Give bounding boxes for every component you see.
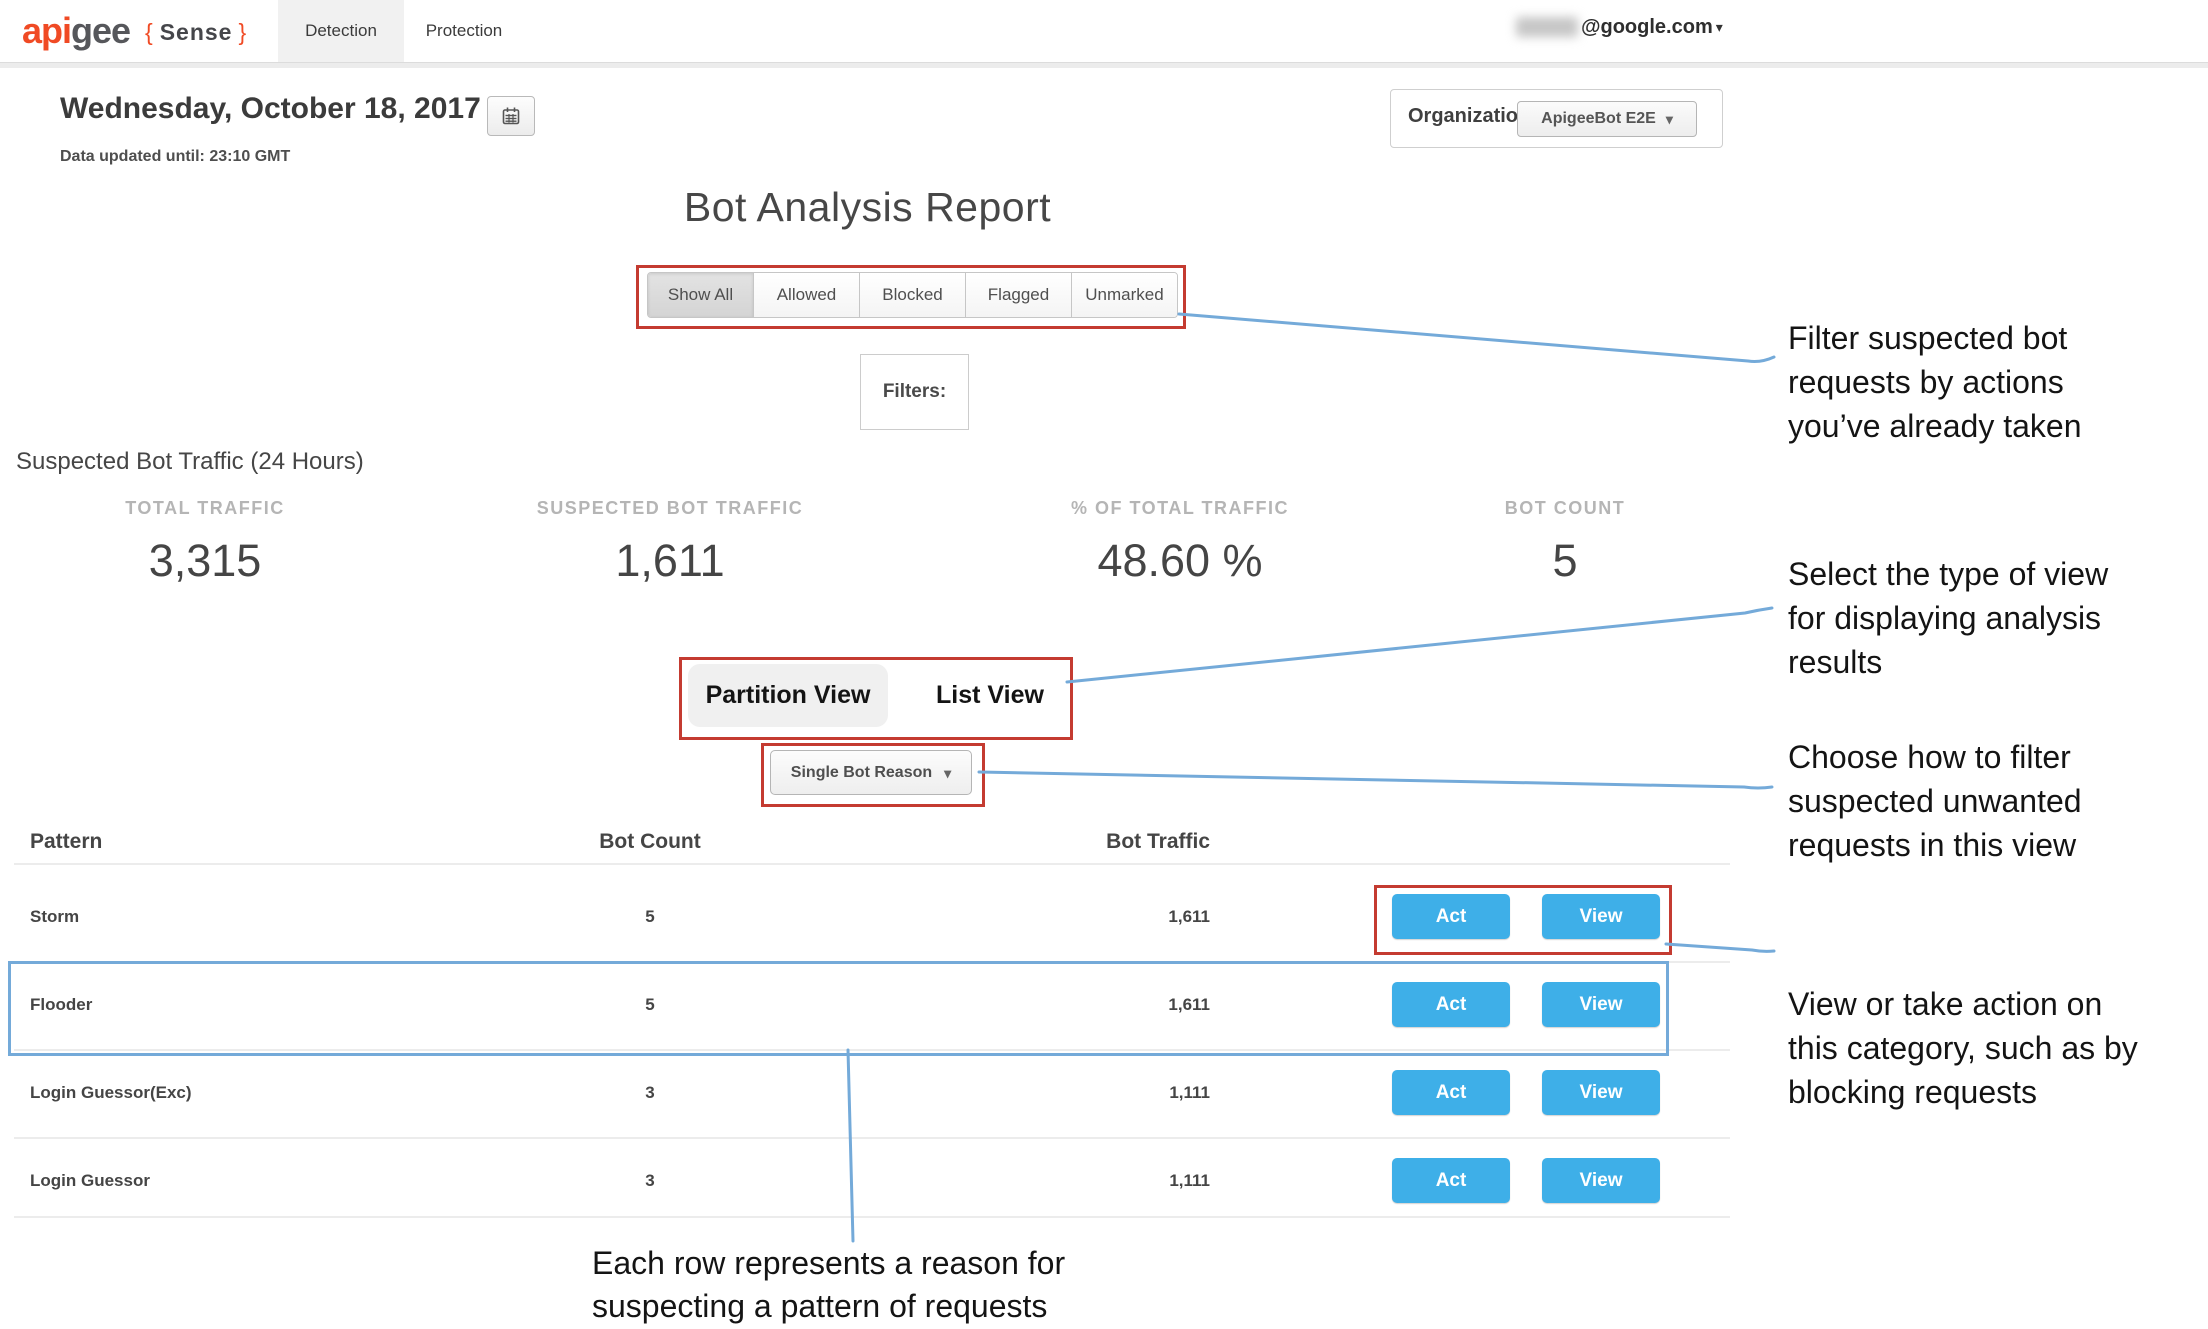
callout-act-view: View or take action on this category, su… xyxy=(1788,986,2138,1110)
organization-label: Organization xyxy=(1408,105,1531,127)
act-button[interactable]: Act xyxy=(1392,894,1510,939)
tab-protection-label: Protection xyxy=(425,21,503,40)
bot-reason-selected: Single Bot Reason xyxy=(790,763,933,781)
table-row-bot-count: 5 xyxy=(645,907,655,926)
act-button[interactable]: Act xyxy=(1392,1158,1510,1203)
brace-left: { xyxy=(145,19,154,45)
callout-row-reason: Each row represents a reason for suspect… xyxy=(592,1245,1066,1324)
data-updated-text: Data updated until: 23:10 GMT xyxy=(60,148,291,165)
table-row-bot-count: 5 xyxy=(645,995,655,1014)
account-email: @google.com xyxy=(1581,15,1713,38)
table-divider xyxy=(14,863,1730,865)
table-divider xyxy=(14,1216,1730,1218)
table-row-pattern: Login Guessor(Exc) xyxy=(30,1083,192,1102)
stat-percent-total-traffic: % OF TOTAL TRAFFIC 48.60 % xyxy=(980,498,1380,587)
product-name: Sense xyxy=(159,19,233,45)
sense-product-logo: {Sense} xyxy=(145,19,247,46)
stat-label: TOTAL TRAFFIC xyxy=(125,498,285,518)
view-button[interactable]: View xyxy=(1542,982,1660,1027)
stat-bot-count: BOT COUNT 5 xyxy=(1365,498,1765,587)
stat-label: % OF TOTAL TRAFFIC xyxy=(1071,498,1289,518)
caret-down-icon: ▾ xyxy=(944,764,952,781)
app-header: apigee {Sense} Detection Protection @goo… xyxy=(0,0,2208,62)
table-row-bot-traffic: 1,611 xyxy=(1168,907,1210,926)
list-view-toggle[interactable]: List View xyxy=(936,681,1044,709)
calendar-icon xyxy=(502,107,520,125)
stat-value: 5 xyxy=(1552,535,1578,586)
table-row-pattern: Flooder xyxy=(30,995,93,1014)
callout-reason-filter: Choose how to filter suspected unwanted … xyxy=(1788,739,2082,863)
filter-unmarked-button[interactable]: Unmarked xyxy=(1071,273,1177,317)
logo-gee: gee xyxy=(71,10,131,51)
callout-line-reason-dropdown xyxy=(977,770,1774,790)
stat-suspected-bot-traffic: SUSPECTED BOT TRAFFIC 1,611 xyxy=(470,498,870,587)
table-row-bot-traffic: 1,611 xyxy=(1168,995,1210,1014)
report-date: Wednesday, October 18, 2017 xyxy=(60,92,481,125)
column-header-bot-traffic: Bot Traffic xyxy=(1106,830,1210,853)
filter-blocked-button[interactable]: Blocked xyxy=(859,273,965,317)
tab-detection-label: Detection xyxy=(305,21,377,40)
tab-protection[interactable]: Protection xyxy=(404,0,524,62)
stat-value: 1,611 xyxy=(615,535,725,586)
page-title: Bot Analysis Report xyxy=(683,184,1052,230)
table-divider xyxy=(14,1137,1730,1139)
stat-value: 3,315 xyxy=(148,535,262,586)
organization-box: Organization ApigeeBot E2E ▾ xyxy=(1390,89,1723,148)
header-divider xyxy=(0,62,2208,68)
callout-line-view-toggle xyxy=(1065,606,1774,684)
bot-reason-dropdown[interactable]: Single Bot Reason ▾ xyxy=(770,750,972,795)
table-divider xyxy=(14,1049,1730,1051)
callout-view-type: Select the type of view for displaying a… xyxy=(1788,556,2109,680)
stat-label: SUSPECTED BOT TRAFFIC xyxy=(536,498,804,518)
view-button[interactable]: View xyxy=(1542,894,1660,939)
table-row-pattern: Storm xyxy=(30,907,80,926)
view-button[interactable]: View xyxy=(1542,1070,1660,1115)
caret-down-icon: ▾ xyxy=(1715,19,1723,35)
tab-detection[interactable]: Detection xyxy=(278,0,404,62)
table-row-bot-count: 3 xyxy=(645,1083,655,1102)
action-filter-group: Show All Allowed Blocked Flagged Unmarke… xyxy=(647,272,1178,318)
apigee-logo: apigee xyxy=(22,10,131,52)
view-button[interactable]: View xyxy=(1542,1158,1660,1203)
caret-down-icon: ▾ xyxy=(1665,111,1673,127)
filter-show-all-button[interactable]: Show All xyxy=(648,273,753,317)
filter-allowed-button[interactable]: Allowed xyxy=(753,273,859,317)
stat-value: 48.60 % xyxy=(1097,535,1263,586)
table-row-pattern: Login Guessor xyxy=(30,1171,150,1190)
callout-line-flooder-row xyxy=(846,1048,855,1243)
summary-heading: Suspected Bot Traffic (24 Hours) xyxy=(16,448,364,475)
table-divider xyxy=(14,961,1730,963)
table-row-bot-traffic: 1,111 xyxy=(1169,1171,1210,1190)
brace-right: } xyxy=(238,19,248,45)
column-header-bot-count: Bot Count xyxy=(599,830,701,853)
stat-total-traffic: TOTAL TRAFFIC 3,315 xyxy=(5,498,405,587)
filters-label-box: Filters: xyxy=(860,354,969,430)
stat-label: BOT COUNT xyxy=(1504,498,1626,518)
callout-line-action-filters xyxy=(1177,312,1776,363)
calendar-button[interactable] xyxy=(487,96,535,136)
filter-flagged-button[interactable]: Flagged xyxy=(965,273,1071,317)
account-menu[interactable]: @google.com ▾ xyxy=(1516,14,1723,40)
callout-line-act-view xyxy=(1664,942,1776,953)
logo-api: api xyxy=(22,10,72,51)
table-row-bot-count: 3 xyxy=(645,1171,655,1190)
column-header-pattern: Pattern xyxy=(30,830,103,853)
partition-view-toggle[interactable]: Partition View xyxy=(688,664,888,727)
organization-select[interactable]: ApigeeBot E2E ▾ xyxy=(1517,101,1697,137)
organization-selected: ApigeeBot E2E xyxy=(1541,110,1656,127)
callout-filter-actions: Filter suspected bot requests by actions… xyxy=(1788,320,2082,444)
account-username-redacted xyxy=(1516,17,1578,37)
act-button[interactable]: Act xyxy=(1392,982,1510,1027)
table-row-bot-traffic: 1,111 xyxy=(1169,1083,1210,1102)
act-button[interactable]: Act xyxy=(1392,1070,1510,1115)
